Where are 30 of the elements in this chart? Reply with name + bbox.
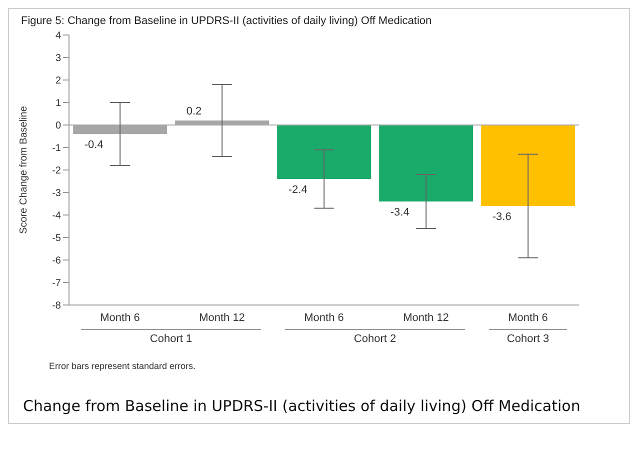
- x-tick-label: Month 6: [100, 312, 140, 324]
- text: Error bars represent standard errors.: [49, 361, 196, 371]
- chart-title: Figure 5: Change from Baseline in UPDRS-II (activities of daily living) Off Medication: [21, 15, 433, 27]
- y-tick-label: -7: [52, 278, 62, 290]
- y-tick-label: -4: [52, 210, 62, 222]
- text: Cohort 2: [352, 332, 398, 345]
- text: Cohort 1: [148, 332, 194, 345]
- y-tick-label: -3: [52, 188, 62, 200]
- data-label: 0.2: [186, 106, 202, 118]
- data-label: -3.4: [390, 206, 410, 218]
- x-tick-label: Month 12: [199, 312, 245, 324]
- x-tick-label: Month 6: [508, 312, 548, 324]
- data-label: -0.4: [84, 139, 104, 151]
- y-tick-label: 3: [55, 53, 62, 64]
- text: Cohort 3: [506, 332, 550, 345]
- y-tick-label: -8: [52, 300, 62, 312]
- y-tick-label: 4: [55, 30, 62, 42]
- y-tick-label: 2: [55, 76, 62, 87]
- y-axis-title: Score Change from Baseline: [18, 106, 30, 234]
- data-label: -2.4: [288, 184, 308, 196]
- y-tick-label: -2: [52, 166, 62, 177]
- data-label: -3.6: [492, 211, 512, 223]
- y-tick-label: -5: [52, 233, 62, 244]
- y-tick-label: 1: [55, 98, 62, 110]
- text: Change from Baseline in UPDRS-II (activities of daily living) Off Medication: [23, 397, 582, 415]
- x-tick-label: Month 6: [304, 312, 344, 324]
- x-tick-label: Month 12: [403, 312, 449, 324]
- y-tick-label: 0: [55, 120, 62, 132]
- y-tick-label: -6: [52, 256, 62, 267]
- y-tick-label: -1: [52, 143, 62, 154]
